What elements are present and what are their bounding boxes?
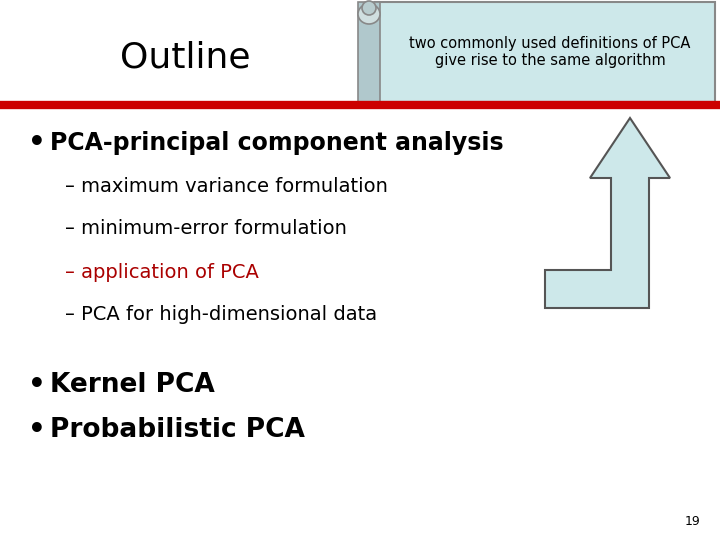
Circle shape: [362, 1, 376, 15]
Text: PCA-principal component analysis: PCA-principal component analysis: [50, 131, 503, 155]
Polygon shape: [545, 118, 670, 308]
Text: Outline: Outline: [120, 41, 251, 75]
Text: – PCA for high-dimensional data: – PCA for high-dimensional data: [65, 306, 377, 325]
Text: Kernel PCA: Kernel PCA: [50, 372, 215, 398]
Text: two commonly used definitions of PCA
give rise to the same algorithm: two commonly used definitions of PCA giv…: [409, 36, 690, 68]
Text: •: •: [28, 371, 46, 399]
Bar: [375, 2, 715, 102]
Ellipse shape: [358, 4, 380, 24]
Text: 19: 19: [684, 515, 700, 528]
Text: Probabilistic PCA: Probabilistic PCA: [50, 417, 305, 443]
Bar: [358, 2, 380, 102]
Text: – minimum-error formulation: – minimum-error formulation: [65, 219, 347, 239]
Text: – application of PCA: – application of PCA: [65, 262, 259, 281]
Text: •: •: [28, 416, 46, 444]
Text: – maximum variance formulation: – maximum variance formulation: [65, 177, 388, 195]
Text: •: •: [28, 129, 46, 157]
